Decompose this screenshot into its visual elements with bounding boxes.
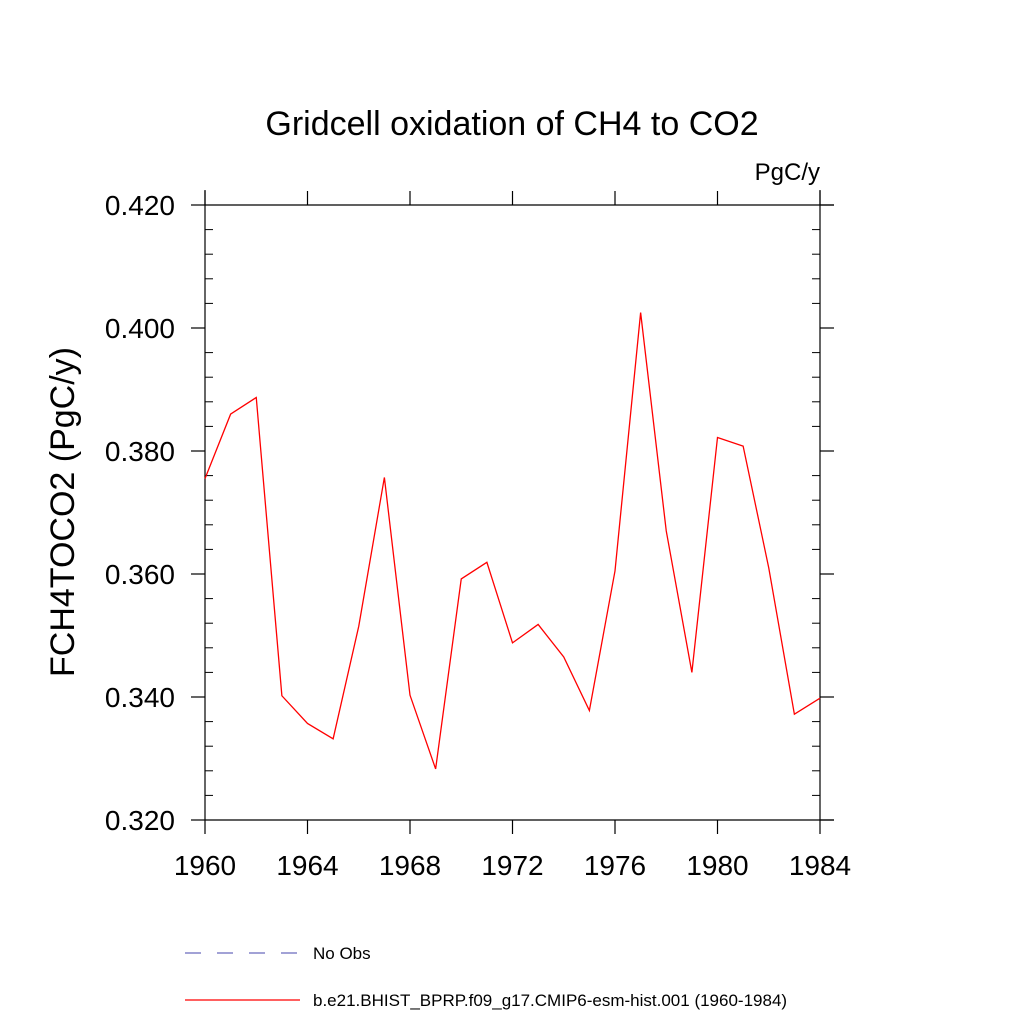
x-tick-label: 1972 — [481, 850, 543, 881]
y-tick-label: 0.380 — [105, 436, 175, 467]
x-tick-label: 1984 — [789, 850, 851, 881]
legend-label: No Obs — [313, 944, 371, 963]
y-tick-label: 0.340 — [105, 682, 175, 713]
y-tick-label: 0.320 — [105, 805, 175, 836]
y-tick-label: 0.360 — [105, 559, 175, 590]
legend-label: b.e21.BHIST_BPRP.f09_g17.CMIP6-esm-hist.… — [313, 991, 787, 1010]
x-tick-label: 1964 — [276, 850, 338, 881]
x-tick-label: 1976 — [584, 850, 646, 881]
legend: No Obs b.e21.BHIST_BPRP.f09_g17.CMIP6-esm… — [185, 944, 787, 1010]
x-tick-label: 1960 — [174, 850, 236, 881]
y-tick-label: 0.420 — [105, 190, 175, 221]
units-label: PgC/y — [755, 159, 820, 186]
series-line — [204, 312, 821, 770]
x-tick-label: 1980 — [686, 850, 748, 881]
y-axis-label: FCH4TOCO2 (PgC/y) — [44, 347, 82, 677]
plot-area: 1960 1964 1968 1972 1976 1980 1984 0.320 0.340 0.… — [105, 190, 851, 881]
chart-title: Gridcell oxidation of CH4 to CO2 — [265, 105, 758, 143]
x-tick-label: 1968 — [379, 850, 441, 881]
y-tick-label: 0.400 — [105, 313, 175, 344]
